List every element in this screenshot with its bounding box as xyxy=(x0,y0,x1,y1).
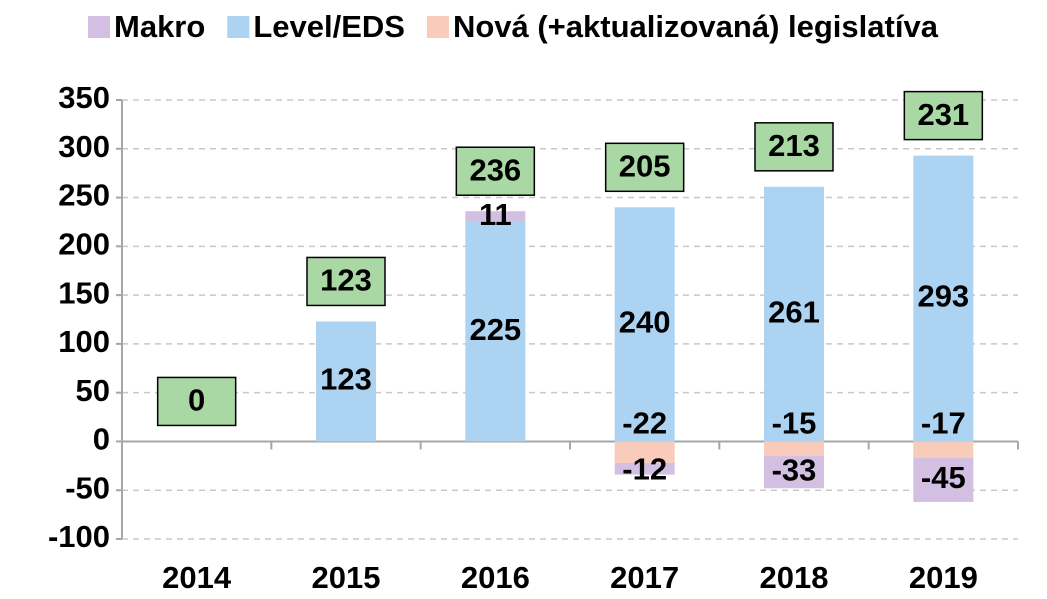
legend-label: Nová (+aktualizovaná) legislatíva xyxy=(453,9,939,44)
y-tick-label: 350 xyxy=(58,80,110,115)
bar-segment xyxy=(614,462,675,475)
x-tick-label: 2016 xyxy=(461,560,530,595)
bar-segment xyxy=(465,221,526,442)
data-label: -33 xyxy=(772,452,817,487)
total-box xyxy=(903,90,984,141)
x-tick-label: 2017 xyxy=(610,560,679,595)
data-label: 236 xyxy=(469,152,521,187)
y-tick-label: 0 xyxy=(93,422,110,457)
legend-swatch xyxy=(227,16,250,38)
legend-label: Level/EDS xyxy=(253,9,405,44)
x-tick-label: 2018 xyxy=(760,560,829,595)
legend-swatch xyxy=(88,16,110,38)
data-label: 123 xyxy=(320,263,372,298)
data-label: -15 xyxy=(772,406,817,441)
data-label: 0 xyxy=(188,383,205,418)
bar-segment xyxy=(316,321,376,442)
data-label: 261 xyxy=(768,294,820,329)
data-label: -45 xyxy=(921,460,966,495)
y-tick-label: 150 xyxy=(58,275,110,310)
data-label: 293 xyxy=(917,279,969,314)
data-label: 123 xyxy=(320,362,372,397)
data-label: -22 xyxy=(622,406,667,441)
data-label: 11 xyxy=(479,197,512,232)
bar-segment xyxy=(614,441,675,463)
total-box xyxy=(455,146,536,196)
data-label: 225 xyxy=(469,312,521,347)
total-box xyxy=(156,376,237,427)
data-label: 240 xyxy=(619,305,671,340)
x-tick-label: 2019 xyxy=(909,560,978,595)
y-tick-label: 300 xyxy=(58,129,110,164)
bar-segment xyxy=(913,458,974,502)
data-label: 213 xyxy=(768,128,820,163)
bar-segment xyxy=(913,441,974,459)
bar-segment xyxy=(764,186,824,442)
data-label: 231 xyxy=(917,97,969,132)
y-tick-label: -50 xyxy=(65,470,110,505)
legend-swatch xyxy=(426,16,449,38)
y-tick-label: 100 xyxy=(58,324,110,359)
bar-segment xyxy=(764,456,824,489)
bar-segment xyxy=(764,441,824,457)
y-tick-label: -100 xyxy=(48,519,110,554)
total-box xyxy=(754,122,834,172)
data-label: -12 xyxy=(622,452,667,487)
data-label: 205 xyxy=(619,148,671,183)
y-tick-label: 50 xyxy=(76,373,110,408)
bar-segment xyxy=(465,211,526,222)
bar-segment xyxy=(913,155,974,442)
data-label: -17 xyxy=(921,406,966,441)
total-box xyxy=(604,142,685,193)
x-tick-label: 2015 xyxy=(312,560,381,595)
y-tick-label: 200 xyxy=(58,227,110,262)
x-tick-label: 2014 xyxy=(162,560,232,595)
y-tick-label: 250 xyxy=(58,178,110,213)
legend-label: Makro xyxy=(114,9,205,44)
total-box xyxy=(306,256,386,307)
bar-segment xyxy=(614,207,675,442)
